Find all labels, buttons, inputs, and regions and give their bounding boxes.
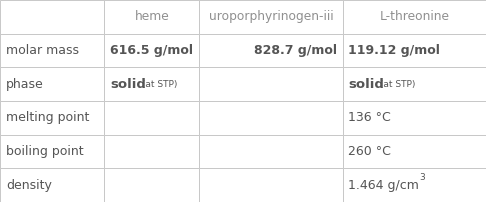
Text: melting point: melting point — [6, 111, 89, 124]
Text: solid: solid — [348, 78, 384, 91]
Bar — [343, 168, 486, 202]
Text: 616.5 g/mol: 616.5 g/mol — [110, 44, 193, 57]
Text: 1.464 g/cm: 1.464 g/cm — [348, 179, 419, 192]
Bar — [0, 135, 104, 168]
Bar — [199, 168, 343, 202]
Text: 828.7 g/mol: 828.7 g/mol — [254, 44, 337, 57]
Bar — [343, 67, 486, 101]
Bar — [199, 101, 343, 135]
Bar — [0, 0, 104, 34]
Text: (at STP): (at STP) — [139, 80, 177, 89]
Text: (at STP): (at STP) — [377, 80, 415, 89]
Bar — [104, 67, 199, 101]
Bar — [0, 34, 104, 67]
Bar — [104, 0, 199, 34]
Text: density: density — [6, 179, 52, 192]
Bar — [199, 34, 343, 67]
Text: heme: heme — [135, 10, 169, 23]
Bar — [104, 168, 199, 202]
Text: 260 °C: 260 °C — [348, 145, 391, 158]
Text: uroporphyrinogen-iii: uroporphyrinogen-iii — [208, 10, 333, 23]
Bar — [343, 135, 486, 168]
Text: 136 °C: 136 °C — [348, 111, 391, 124]
Bar — [199, 135, 343, 168]
Bar — [343, 0, 486, 34]
Text: boiling point: boiling point — [6, 145, 84, 158]
Text: phase: phase — [6, 78, 44, 91]
Text: 3: 3 — [419, 173, 425, 182]
Bar — [199, 67, 343, 101]
Text: 119.12 g/mol: 119.12 g/mol — [348, 44, 440, 57]
Text: molar mass: molar mass — [6, 44, 79, 57]
Bar — [0, 168, 104, 202]
Bar — [104, 101, 199, 135]
Bar — [104, 34, 199, 67]
Bar — [343, 101, 486, 135]
Bar — [0, 101, 104, 135]
Bar — [199, 0, 343, 34]
Text: L-threonine: L-threonine — [379, 10, 450, 23]
Bar — [0, 67, 104, 101]
Text: solid: solid — [110, 78, 146, 91]
Bar — [104, 135, 199, 168]
Bar — [343, 34, 486, 67]
